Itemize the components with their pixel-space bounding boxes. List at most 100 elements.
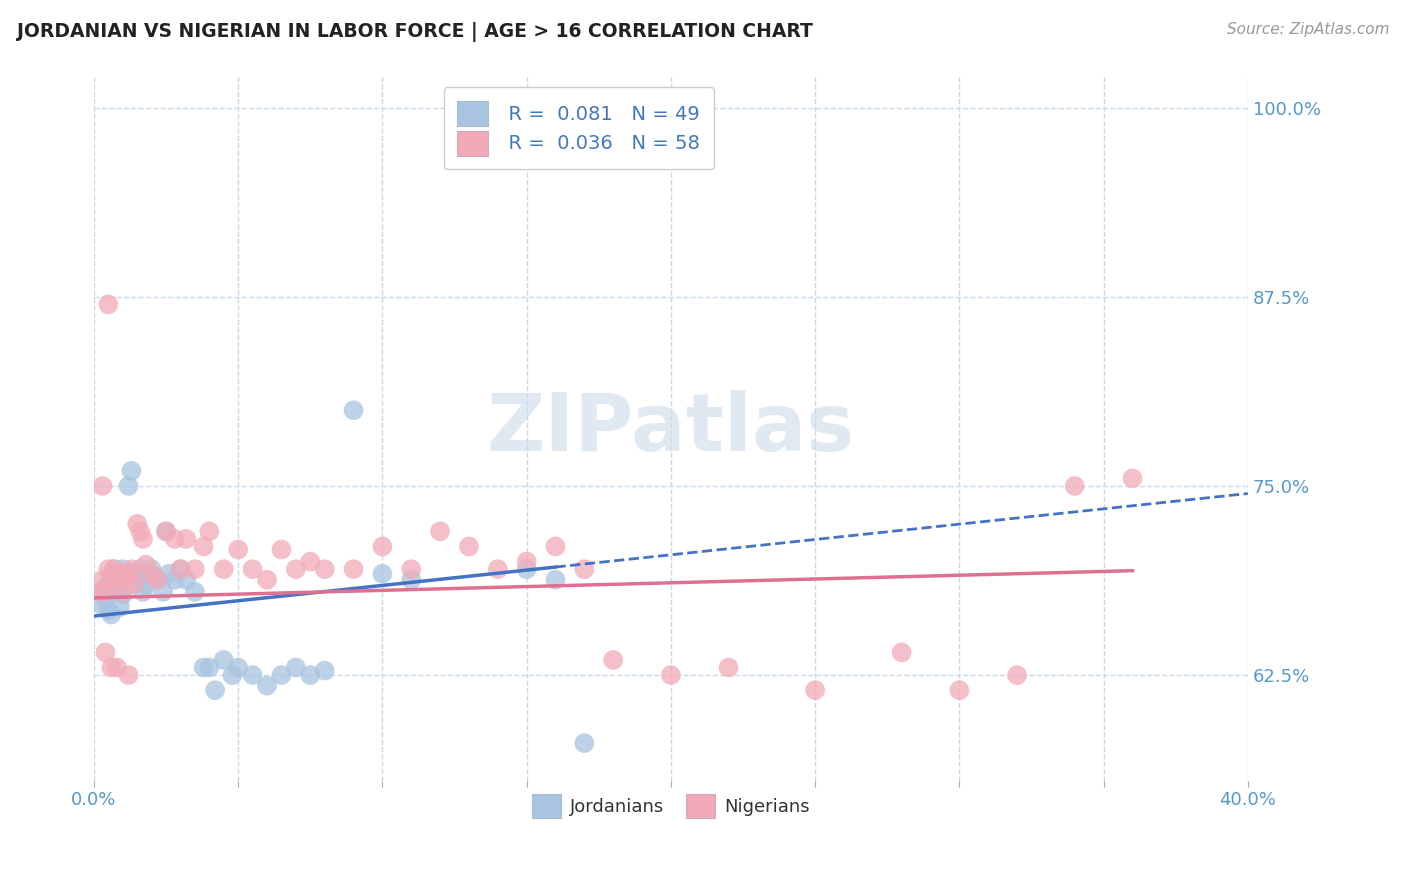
Point [100,570,122,584]
Point [105,660,128,674]
Point [100,607,122,622]
Point [193,540,215,554]
Point [226,542,249,557]
Point [152,585,174,599]
Point [342,562,364,576]
Legend: Jordanians, Nigerians: Jordanians, Nigerians [524,787,817,825]
Point [574,562,596,576]
Point [242,562,264,576]
Point [132,585,155,599]
Point [100,660,122,674]
Point [100,573,122,587]
Point [155,524,177,539]
Point [97,297,120,311]
Point [94,585,117,599]
Point [163,573,186,587]
Point [212,653,235,667]
Point [163,532,186,546]
Point [97,577,120,591]
Point [1121,471,1143,485]
Text: Source: ZipAtlas.com: Source: ZipAtlas.com [1226,22,1389,37]
Point [371,540,394,554]
Point [143,570,166,584]
Point [458,540,481,554]
Point [103,562,125,576]
Point [226,660,249,674]
Point [135,558,157,572]
Point [132,532,155,546]
Point [103,573,125,587]
Point [256,573,278,587]
Point [169,562,191,576]
Point [169,562,191,576]
Point [270,668,292,682]
Point [111,585,134,599]
Point [270,542,292,557]
Point [108,566,131,581]
Point [804,683,827,698]
Point [111,562,134,576]
Text: ZIPatlas: ZIPatlas [486,390,855,468]
Point [97,562,120,576]
Point [146,573,169,587]
Point [146,573,169,587]
Point [198,660,221,674]
Point [314,562,336,576]
Point [890,645,912,659]
Point [105,573,128,587]
Point [429,524,451,539]
Point [212,562,235,576]
Point [184,562,207,576]
Point [91,585,114,599]
Point [174,573,197,587]
Point [117,668,139,682]
Point [717,660,740,674]
Point [659,668,682,682]
Point [91,573,114,587]
Point [284,660,307,674]
Point [117,566,139,581]
Point [129,524,152,539]
Point [157,566,180,581]
Point [103,562,125,576]
Point [120,562,142,576]
Point [574,736,596,750]
Point [105,582,128,596]
Point [399,562,422,576]
Point [193,660,215,674]
Point [141,566,163,581]
Point [342,403,364,417]
Point [97,603,120,617]
Point [94,592,117,607]
Point [155,524,177,539]
Point [948,683,970,698]
Point [371,566,394,581]
Point [1005,668,1028,682]
Point [516,562,538,576]
Point [399,573,422,587]
Text: JORDANIAN VS NIGERIAN IN LABOR FORCE | AGE > 16 CORRELATION CHART: JORDANIAN VS NIGERIAN IN LABOR FORCE | A… [17,22,813,42]
Point [602,653,624,667]
Point [516,555,538,569]
Point [117,479,139,493]
Point [127,516,149,531]
Point [124,566,146,581]
Point [108,599,131,614]
Point [486,562,509,576]
Point [242,668,264,682]
Point [544,540,567,554]
Point [256,679,278,693]
Point [221,668,243,682]
Point [124,577,146,591]
Point [1063,479,1085,493]
Point [284,562,307,576]
Point [111,588,134,602]
Point [198,524,221,539]
Point [89,597,111,611]
Point [299,668,322,682]
Point [91,479,114,493]
Point [94,645,117,659]
Point [114,573,136,587]
Point [184,585,207,599]
Point [314,664,336,678]
